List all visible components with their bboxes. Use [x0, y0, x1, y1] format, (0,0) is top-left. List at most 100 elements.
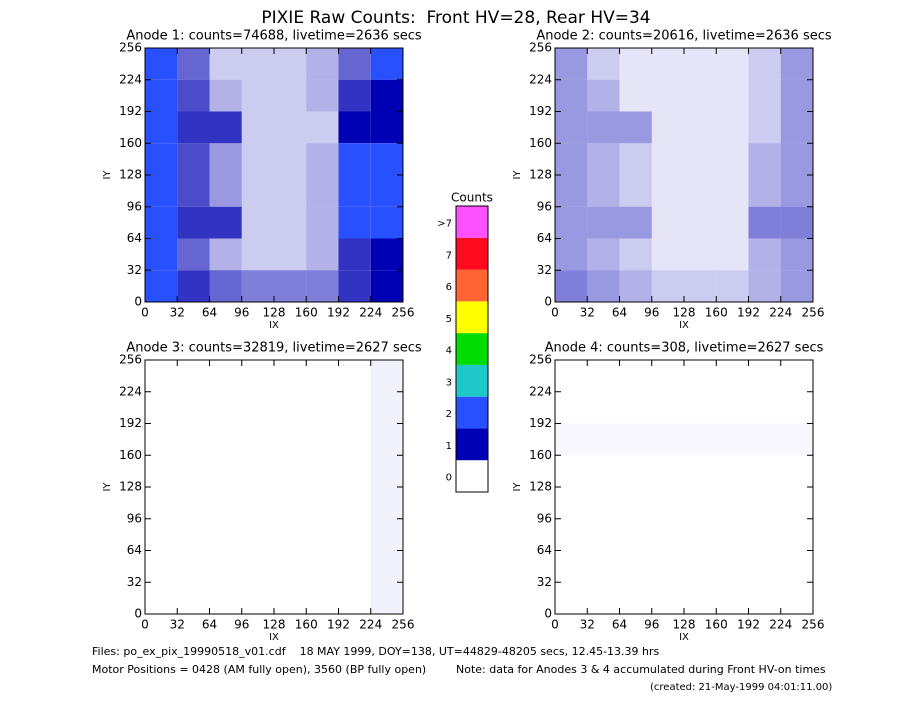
x-tick-label: 96: [644, 618, 659, 632]
heat-cell: [716, 551, 748, 583]
heat-cell: [338, 48, 371, 80]
heat-cell: [749, 487, 781, 519]
heat-cell: [749, 360, 781, 392]
colorbar-label: 0: [446, 473, 452, 484]
heat-cell: [780, 238, 813, 271]
colorbar-label: 6: [446, 282, 452, 293]
heat-cell: [587, 392, 619, 424]
heat-cell: [684, 238, 717, 271]
heat-cell: [619, 48, 652, 80]
heat-cell: [652, 519, 684, 551]
heat-cell: [274, 48, 307, 80]
heat-cell: [748, 48, 781, 80]
heat-cell: [274, 270, 307, 302]
heat-cell: [306, 424, 338, 456]
heat-cell: [587, 175, 620, 207]
heat-cell: [652, 551, 684, 583]
heat-cell: [587, 48, 620, 80]
y-tick-label: 256: [529, 353, 552, 367]
heat-cell: [370, 455, 403, 487]
y-tick-label: 0: [544, 607, 552, 621]
x-tick-label: 128: [673, 618, 696, 632]
heat-cell: [177, 270, 210, 302]
x-axis-label: IX: [269, 632, 279, 643]
heat-cell: [587, 238, 620, 271]
heat-cell: [370, 391, 403, 424]
y-tick-label: 96: [537, 511, 552, 525]
footer-files: Files: po_ex_pix_19990518_v01.cdf 18 MAY…: [92, 645, 660, 658]
heat-cell: [749, 424, 781, 456]
x-tick-label: 32: [580, 306, 595, 320]
heat-cell: [274, 206, 307, 239]
heat-cell: [338, 206, 371, 239]
footer-note: Note: data for Anodes 3 & 4 accumulated …: [456, 663, 826, 676]
x-tick-label: 96: [234, 306, 249, 320]
heat-cell: [781, 455, 813, 487]
heat-cell: [241, 48, 274, 80]
heat-cell: [370, 111, 403, 144]
heat-cell: [242, 424, 274, 456]
heat-cell: [370, 360, 403, 392]
y-tick-label: 160: [529, 136, 552, 150]
heat-cell: [555, 238, 588, 271]
heat-cell: [555, 487, 587, 519]
heat-cell: [652, 424, 684, 456]
x-tick-label: 64: [202, 306, 217, 320]
heat-cell: [339, 582, 371, 614]
heat-cell: [716, 519, 748, 551]
y-tick-label: 256: [119, 41, 142, 55]
heat-cell: [748, 270, 781, 302]
heat-cell: [780, 175, 813, 207]
heat-cell: [339, 455, 371, 487]
colorbar-box: [456, 396, 488, 429]
heat-cell: [241, 79, 274, 112]
x-tick-label: 256: [802, 618, 825, 632]
x-tick-label: 128: [673, 306, 696, 320]
heat-cell: [241, 238, 274, 271]
heat-cell: [145, 175, 178, 207]
heat-cell: [209, 79, 242, 112]
colorbar-box: [456, 364, 488, 397]
y-tick-label: 96: [127, 511, 142, 525]
heat-cell: [274, 551, 306, 583]
heat-cell: [652, 582, 684, 614]
heat-cell: [651, 175, 684, 207]
heat-cell: [620, 392, 652, 424]
heat-cell: [145, 424, 177, 456]
heat-cell: [652, 360, 684, 392]
x-tick-label: 64: [612, 306, 627, 320]
heat-cell: [587, 360, 619, 392]
heat-cell: [781, 582, 813, 614]
heat-cell: [684, 143, 717, 175]
heat-cell: [177, 551, 209, 583]
x-tick-label: 192: [327, 306, 350, 320]
heat-cell: [339, 424, 371, 456]
heat-cell: [684, 455, 716, 487]
heat-cell: [274, 424, 306, 456]
heat-cell: [587, 551, 619, 583]
heat-cell: [619, 111, 652, 144]
x-tick-label: 32: [580, 618, 595, 632]
heat-cell: [780, 111, 813, 144]
heat-cell: [370, 270, 403, 302]
heat-cell: [177, 143, 210, 175]
x-tick-label: 256: [392, 306, 415, 320]
heat-cell: [652, 487, 684, 519]
y-tick-label: 224: [529, 72, 552, 86]
heat-cell: [306, 455, 338, 487]
heat-cell: [306, 392, 338, 424]
heat-cell: [716, 270, 749, 302]
heat-cell: [555, 111, 588, 144]
heat-cell: [652, 392, 684, 424]
x-tick-label: 224: [769, 306, 792, 320]
heat-cell: [306, 487, 338, 519]
heat-cell: [306, 48, 339, 80]
heat-cell: [748, 111, 781, 144]
heat-cell: [306, 519, 338, 551]
heat-cell: [274, 455, 306, 487]
x-tick-label: 160: [705, 618, 728, 632]
colorbar-box: [456, 237, 488, 270]
heat-cell: [780, 143, 813, 175]
colorbar-label: 2: [446, 409, 452, 420]
heat-cell: [716, 360, 748, 392]
